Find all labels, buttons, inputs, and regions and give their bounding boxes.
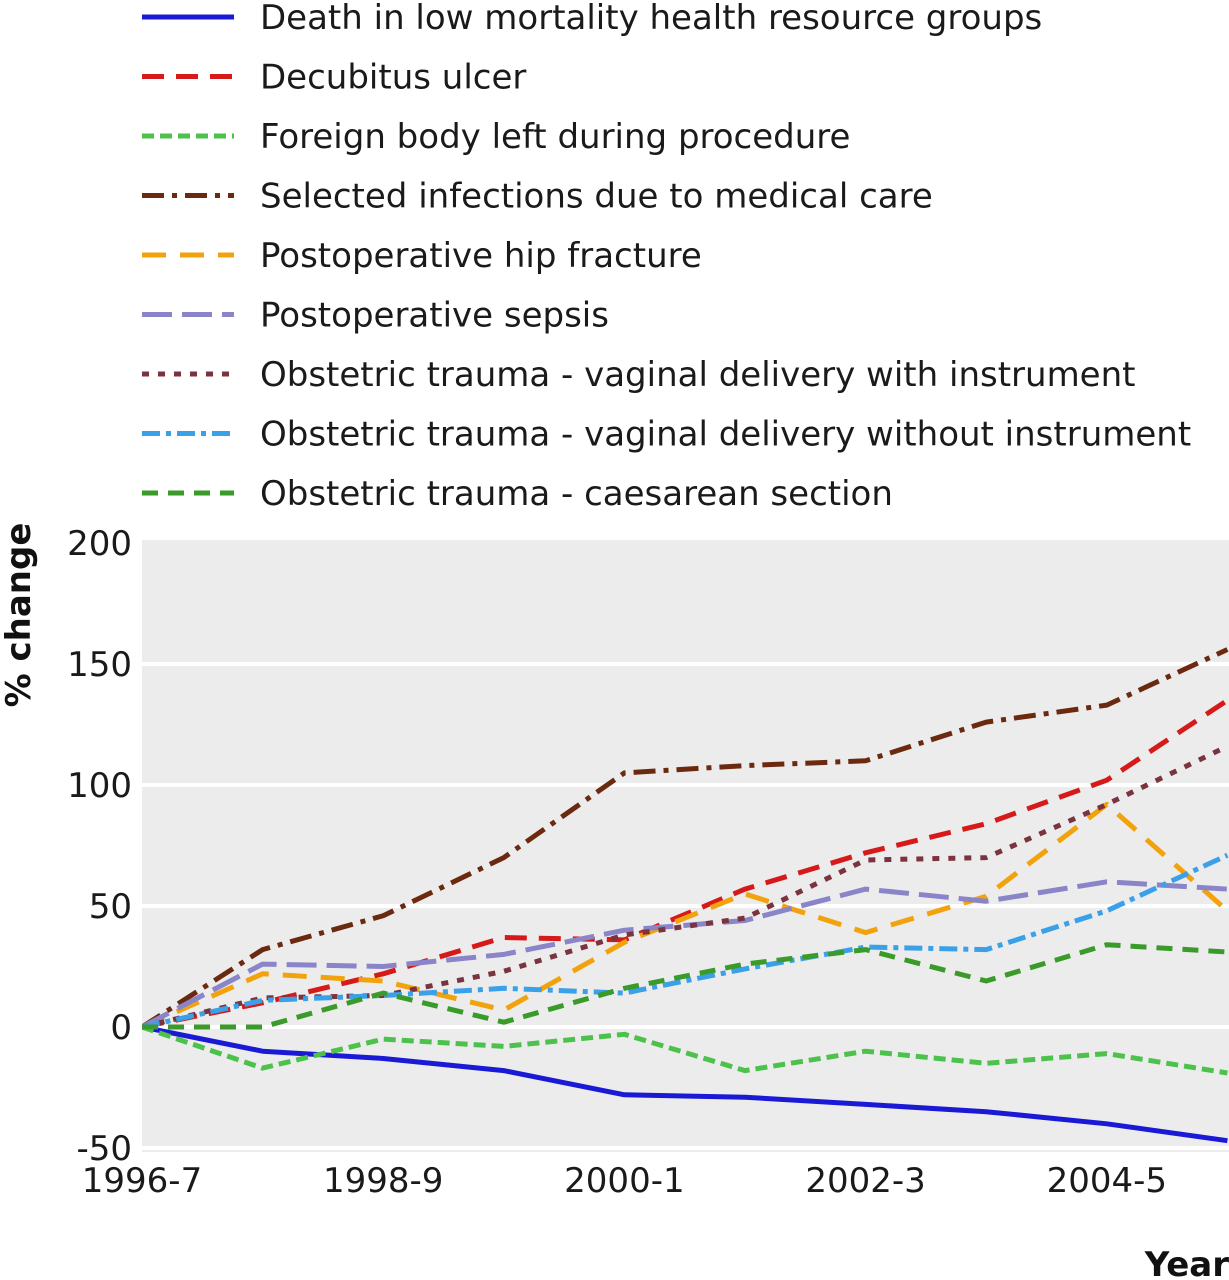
legend-label: Death in low mortality health resource g… (260, 0, 1042, 38)
legend-item: Obstetric trauma - caesarean section (142, 474, 893, 514)
x-tick-label: 1996-7 (82, 1161, 202, 1201)
legend-label: Obstetric trauma - vaginal delivery with… (260, 415, 1191, 455)
y-tick-label: -50 (76, 1129, 132, 1169)
x-tick-label: 2002-3 (805, 1161, 925, 1201)
y-tick-labels: 200 150 100 50 0 -50 (67, 524, 132, 1169)
legend-label: Selected infections due to medical care (260, 177, 933, 217)
x-tick-label: 1998-9 (323, 1161, 443, 1201)
x-tick-label: 2004-5 (1047, 1161, 1167, 1201)
legend-item: Decubitus ulcer (142, 58, 526, 98)
gridlines (142, 662, 1229, 1150)
series-line (142, 879, 1228, 1030)
series-line (142, 647, 1229, 1030)
legend-label: Obstetric trauma - vaginal delivery with… (260, 355, 1135, 395)
legend-item: Foreign body left during procedure (142, 117, 850, 157)
series-line (142, 698, 1229, 1030)
legend-item: Selected infections due to medical care (142, 177, 933, 217)
x-axis-title: Year (1144, 1245, 1229, 1280)
y-tick-label: 50 (89, 887, 132, 927)
legend-label: Foreign body left during procedure (260, 117, 850, 157)
legend-item: Death in low mortality health resource g… (142, 0, 1042, 38)
legend-item: Postoperative sepsis (142, 296, 609, 336)
plot-background (142, 540, 1229, 1152)
series-line (142, 942, 1228, 1030)
legend-item: Postoperative hip fracture (142, 236, 702, 276)
series-line (142, 1024, 1228, 1076)
legend-item: Obstetric trauma - vaginal delivery with… (142, 355, 1135, 395)
y-tick-label: 100 (67, 766, 132, 806)
series-lines (142, 647, 1229, 1144)
legend-label: Decubitus ulcer (260, 58, 526, 98)
legend-label: Postoperative hip fracture (260, 236, 702, 276)
y-axis-title: % change (0, 523, 39, 708)
x-tick-labels: 1996-7 1998-9 2000-1 2002-3 2004-5 (82, 1161, 1167, 1201)
series-line (142, 852, 1229, 1030)
y-tick-label: 200 (67, 524, 132, 564)
series-line (142, 801, 1229, 1030)
legend-label: Obstetric trauma - caesarean section (260, 474, 893, 514)
legend: Death in low mortality health resource g… (142, 0, 1191, 514)
legend-label: Postoperative sepsis (260, 296, 609, 336)
x-tick-label: 2000-1 (564, 1161, 684, 1201)
legend-item: Obstetric trauma - vaginal delivery with… (142, 415, 1191, 455)
y-tick-label: 0 (110, 1008, 132, 1048)
y-tick-label: 150 (67, 645, 132, 685)
